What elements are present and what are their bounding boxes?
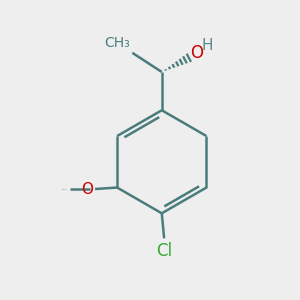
Text: Cl: Cl	[156, 242, 172, 260]
Text: O: O	[82, 182, 94, 196]
Text: CH₃: CH₃	[104, 36, 130, 50]
Text: methoxy: methoxy	[62, 188, 69, 190]
Text: O: O	[190, 44, 203, 62]
Text: H: H	[202, 38, 213, 53]
